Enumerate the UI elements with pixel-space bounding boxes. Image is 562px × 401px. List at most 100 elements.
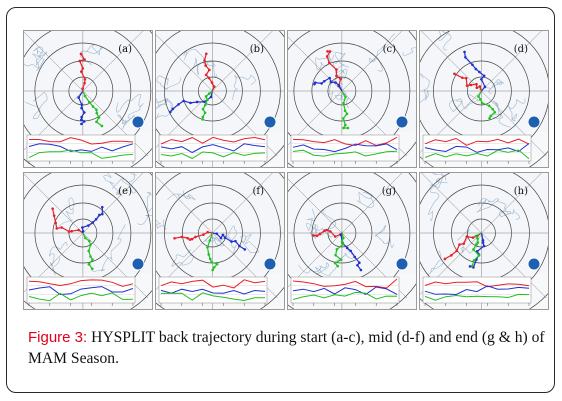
coastline	[156, 75, 182, 90]
trajectory-point	[223, 236, 227, 240]
trajectory-point	[87, 239, 91, 243]
figure-caption: Figure 3: HYSPLIT back trajectory during…	[28, 327, 548, 369]
trajectory-point	[458, 243, 461, 246]
trajectory-point	[470, 264, 474, 268]
trajectory-point	[476, 241, 480, 244]
map-background	[24, 31, 152, 132]
trajectory-point	[312, 234, 315, 237]
trajectory-point	[80, 115, 83, 119]
trajectory-point	[474, 243, 478, 246]
trajectory-map	[156, 31, 284, 167]
trajectory-panel: (c)	[287, 30, 417, 168]
map-background	[420, 173, 548, 274]
trajectory-point	[465, 235, 469, 238]
trajectory-point	[463, 50, 466, 54]
trajectory-point	[471, 63, 474, 67]
trajectory-point	[215, 262, 219, 266]
radial-line	[421, 31, 482, 92]
height-profile-line	[161, 292, 266, 302]
trajectory-point	[488, 116, 491, 120]
trajectory-point	[339, 77, 342, 81]
trajectory-point	[91, 221, 95, 224]
height-profile-line	[160, 143, 266, 154]
height-profile-box	[26, 134, 136, 162]
trajectory-point	[474, 234, 478, 238]
height-profile-line	[292, 278, 398, 289]
radial-line	[24, 173, 84, 234]
trajectory-point	[207, 92, 211, 95]
trajectory-point	[80, 106, 83, 110]
coastline	[428, 177, 448, 221]
trajectory-point	[477, 95, 480, 98]
radial-line	[481, 173, 542, 234]
trajectory-point	[204, 73, 208, 77]
trajectory-map	[288, 31, 416, 167]
trajectory-point	[482, 244, 486, 248]
trajectory-point	[337, 84, 341, 87]
trajectory-point	[472, 259, 476, 262]
trajectory-point	[204, 64, 207, 67]
coastline	[496, 200, 520, 220]
radial-line	[212, 31, 273, 92]
trajectory-point	[336, 264, 340, 268]
trajectory-point	[462, 242, 466, 245]
coastline	[156, 219, 167, 231]
trajectory-map	[24, 173, 152, 309]
trajectory-panel: (b)	[155, 30, 285, 168]
coastline	[137, 191, 152, 226]
trajectory-point	[81, 229, 85, 233]
coastline	[402, 47, 416, 56]
trajectory-point	[95, 120, 98, 124]
trajectory-point	[219, 236, 223, 240]
trajectory-point	[212, 85, 216, 88]
trajectory-point	[477, 254, 481, 257]
figure-panel-grid: (a) (b) (c) (d) (e) (f) (g) (h)	[23, 30, 551, 310]
height-profile-line	[424, 285, 530, 296]
trajectory-point	[453, 72, 456, 76]
trajectory-point	[480, 77, 483, 81]
trajectory-point	[472, 248, 475, 251]
trajectory-point	[353, 255, 357, 259]
trajectory-point	[83, 111, 86, 114]
radial-line	[288, 36, 343, 92]
trajectory-point	[493, 110, 497, 114]
height-profile-line	[160, 288, 266, 295]
trajectory-point	[89, 243, 92, 246]
trajectory-point	[80, 103, 84, 106]
trajectory-point	[215, 232, 218, 235]
trajectory-point	[328, 76, 331, 80]
trajectory-point	[450, 254, 453, 257]
trajectory-point	[210, 260, 213, 264]
trajectory-point	[88, 100, 91, 104]
trajectory-point	[91, 258, 94, 261]
coastline	[116, 94, 144, 119]
coastline	[59, 197, 75, 229]
trajectory-point	[468, 265, 472, 268]
trajectory-point	[327, 61, 331, 65]
trajectory-map	[24, 31, 152, 167]
height-profile-line	[424, 143, 530, 153]
caption-text: HYSPLIT back trajectory during start (a-…	[28, 329, 545, 367]
coastline	[117, 114, 135, 130]
trajectory-point	[55, 227, 59, 230]
radial-line	[156, 34, 213, 92]
height-profile-line	[29, 137, 134, 145]
trajectory-point	[481, 238, 485, 242]
agency-logo	[395, 257, 409, 271]
agency-logo	[395, 115, 409, 129]
trajectory-panel: (g)	[287, 172, 417, 310]
agency-logo	[131, 115, 145, 129]
coastline	[24, 51, 48, 70]
trajectory-point	[489, 114, 492, 118]
trajectory-point	[443, 257, 447, 261]
height-profile-line	[28, 286, 134, 296]
coastline	[111, 173, 137, 194]
radial-line	[24, 31, 83, 92]
coastline	[183, 48, 215, 64]
height-profile-line	[160, 136, 266, 145]
trajectory-panel: (d)	[419, 30, 549, 168]
trajectory-point	[168, 110, 172, 114]
height-profile-line	[28, 143, 134, 152]
trajectory-point	[469, 83, 473, 87]
trajectory-point	[479, 98, 482, 101]
